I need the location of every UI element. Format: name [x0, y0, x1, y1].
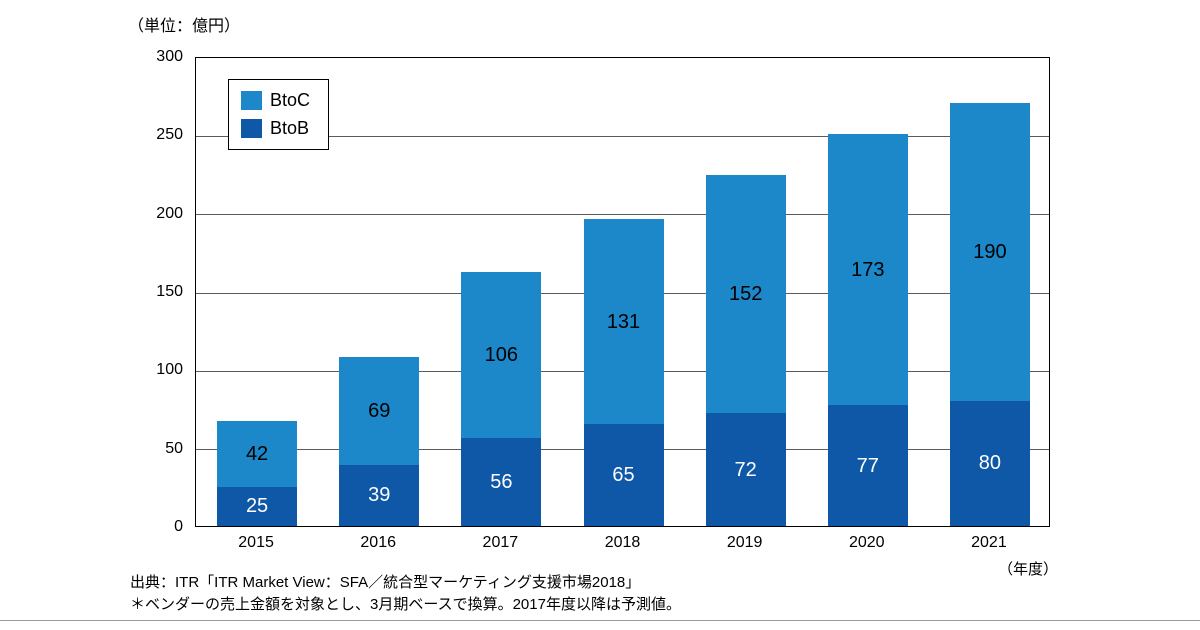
legend-item-btob: BtoB [241, 118, 310, 139]
bar-segment-btoc-2016: 69 [339, 356, 420, 465]
bar-segment-btob-2015: 25 [217, 486, 298, 526]
x-axis-unit-label: （年度） [998, 561, 1059, 578]
bar-segment-btoc-2019: 152 [705, 175, 786, 414]
legend-swatch-btoc [241, 91, 262, 110]
value-label-btoc-2019: 152 [728, 283, 763, 306]
value-label-btob-2018: 65 [612, 464, 635, 487]
bar-segment-btob-2018: 65 [583, 424, 664, 526]
y-tick-label-300: 300 [156, 48, 183, 65]
bar-segment-btoc-2020: 173 [827, 134, 908, 406]
value-label-btoc-2021: 190 [973, 240, 1007, 263]
x-tick-label-2021: 2021 [971, 534, 1007, 551]
x-tick-label-2016: 2016 [360, 534, 396, 551]
bar-segment-btob-2019: 72 [705, 413, 786, 526]
bar-2020: 173 77 [827, 134, 908, 526]
gridline-200 [196, 214, 1049, 216]
legend-label-btoc: BtoC [270, 90, 311, 110]
value-label-btoc-2015: 42 [245, 442, 269, 465]
source-citation: 出典：ITR「ITR Market View：SFA／統合型マーケティング支援市… [130, 574, 641, 591]
bar-2018: 131 65 [583, 218, 664, 526]
bar-2021: 190 80 [949, 103, 1030, 526]
bar-segment-btob-2017: 56 [461, 438, 542, 526]
value-label-btoc-2016: 69 [368, 399, 391, 422]
y-tick-label-0: 0 [174, 518, 183, 535]
bar-segment-btoc-2017: 106 [461, 272, 542, 439]
gridline-250 [196, 135, 1049, 137]
y-tick-label-250: 250 [156, 126, 183, 144]
bar-2017: 106 56 [461, 272, 542, 526]
value-label-btob-2015: 25 [245, 495, 269, 518]
value-label-btoc-2018: 131 [606, 310, 641, 333]
y-tick-label-200: 200 [156, 204, 183, 222]
bar-segment-btoc-2021: 190 [949, 103, 1030, 401]
legend-item-btoc: BtoC [241, 90, 310, 111]
value-label-btob-2020: 77 [856, 454, 879, 477]
bar-2019: 152 72 [705, 175, 786, 526]
x-axis: 2015 2016 2017 2018 2019 2020 2021 [0, 534, 1200, 558]
x-tick-label-2019: 2019 [726, 534, 763, 551]
x-tick-label-2020: 2020 [848, 534, 885, 551]
legend: BtoC BtoB [228, 79, 330, 150]
y-tick-label-150: 150 [156, 283, 183, 300]
value-label-btob-2021: 80 [978, 452, 1002, 475]
bar-segment-btoc-2015: 42 [217, 421, 298, 487]
legend-swatch-btob [241, 119, 262, 138]
bar-segment-btob-2016: 39 [339, 464, 420, 526]
bar-2016: 69 39 [339, 356, 420, 526]
bar-2015: 42 25 [217, 421, 298, 526]
bar-segment-btob-2021: 80 [949, 400, 1030, 526]
x-tick-label-2018: 2018 [604, 534, 641, 551]
x-tick-label-2017: 2017 [482, 534, 519, 551]
footnote: ＊ベンダーの売上金額を対象とし、3月期ベースで換算。2017年度以降は予測値。 [130, 596, 681, 613]
plot-area: 42 25 69 39 106 56 131 65 152 72 173 77 190 80 [195, 57, 1050, 527]
bottom-divider [0, 620, 1200, 621]
value-label-btob-2017: 56 [490, 471, 513, 494]
x-tick-label-2015: 2015 [238, 534, 274, 551]
y-tick-label-100: 100 [156, 361, 183, 379]
y-tick-label-50: 50 [165, 439, 183, 457]
legend-label-btob: BtoB [270, 118, 310, 138]
y-axis: 0 50 100 150 200 250 300 [0, 0, 183, 630]
value-label-btob-2019: 72 [734, 458, 757, 481]
value-label-btoc-2017: 106 [484, 344, 519, 367]
bar-segment-btob-2020: 77 [827, 405, 908, 526]
unit-label: （単位：億円） [128, 18, 241, 35]
value-label-btob-2016: 39 [368, 484, 391, 507]
value-label-btoc-2020: 173 [851, 258, 885, 281]
bar-segment-btoc-2018: 131 [583, 218, 664, 425]
